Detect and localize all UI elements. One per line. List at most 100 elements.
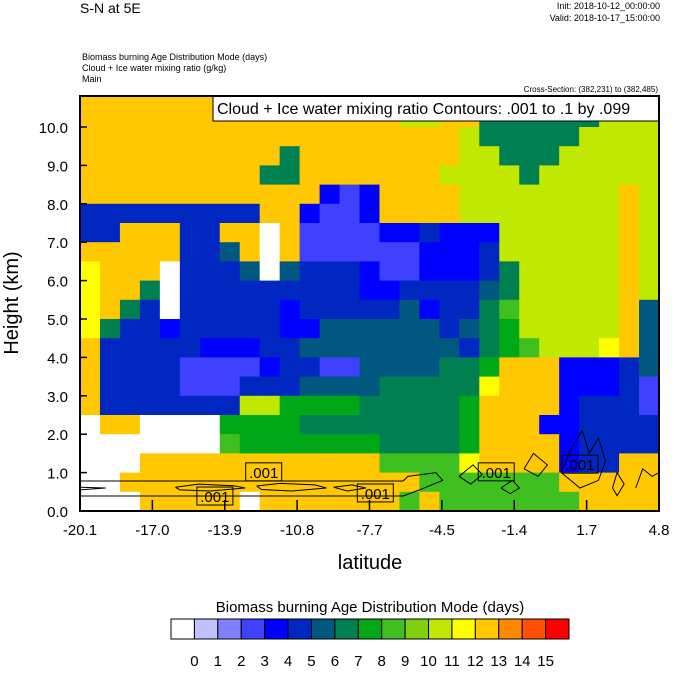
heatmap-cell (119, 338, 141, 358)
heatmap-cell (99, 242, 121, 262)
heatmap-cell (639, 146, 659, 166)
heatmap-cell (559, 319, 580, 339)
heatmap-cell (499, 184, 520, 205)
heatmap-cell (199, 165, 221, 186)
heatmap-cell (159, 242, 181, 262)
heatmap-cell (459, 338, 480, 358)
heatmap-cell (99, 376, 121, 397)
heatmap-cell (139, 472, 161, 493)
heatmap-cell (619, 184, 640, 205)
heatmap-cell (199, 491, 221, 511)
heatmap-cell (199, 184, 221, 205)
y-tick-label: 6.0 (47, 274, 68, 291)
colorbar: 0 1 2 3 4 5 6 7 8 9 10 11 12 13 14 15 (170, 618, 570, 670)
contour-legend-text: Cloud + Ice water mixing ratio Contours:… (217, 101, 630, 118)
heatmap-cell (359, 223, 381, 243)
heatmap-cell (479, 223, 500, 243)
heatmap-cell (619, 357, 640, 378)
heatmap-cell (139, 223, 161, 243)
heatmap-cell (539, 491, 560, 511)
heatmap-cell (539, 299, 560, 320)
heatmap-cell (579, 395, 600, 416)
heatmap-cell (339, 146, 361, 166)
heatmap-cell (639, 453, 659, 474)
heatmap-cell (619, 472, 640, 493)
heatmap-cell (579, 146, 600, 166)
heatmap-cell (159, 357, 181, 378)
heatmap-cell (219, 165, 241, 186)
heatmap-cell (599, 376, 620, 397)
contour-line (635, 467, 659, 489)
heatmap-cell (219, 261, 241, 282)
heatmap-cell (619, 453, 640, 474)
heatmap-cell (99, 415, 121, 435)
heatmap-cell (219, 357, 241, 378)
heatmap-cell (139, 127, 161, 147)
heatmap-cell (379, 357, 401, 378)
heatmap-cell (599, 223, 620, 243)
heatmap-cell (139, 376, 161, 397)
heatmap-cell (80, 338, 101, 358)
heatmap-cell (599, 127, 620, 147)
heatmap-cell (379, 242, 401, 262)
heatmap-cell (80, 146, 101, 166)
heatmap-cell (559, 203, 580, 224)
heatmap-cell (319, 491, 341, 511)
heatmap-cell (299, 472, 321, 493)
y-tick-label: 2.0 (47, 427, 68, 444)
heatmap-cell (619, 299, 640, 320)
heatmap-cell (339, 203, 361, 224)
heatmap-cell (179, 434, 201, 454)
heatmap-cell (219, 242, 241, 262)
heatmap-cell (399, 319, 421, 339)
heatmap-cell (539, 184, 560, 205)
x-axis-label: latitude (338, 552, 403, 574)
heatmap-cell (139, 165, 161, 186)
heatmap-cell (519, 434, 540, 454)
heatmap-cell (619, 491, 640, 511)
heatmap-cell (119, 184, 141, 205)
heatmap-cell (379, 299, 401, 320)
heatmap-cell (319, 376, 341, 397)
heatmap-cell (559, 165, 580, 186)
heatmap-cell (139, 338, 161, 358)
heatmap-cell (519, 299, 540, 320)
heatmap-cell (459, 357, 480, 378)
heatmap-cell (199, 415, 221, 435)
heatmap-cell (299, 299, 321, 320)
heatmap-cell (559, 242, 580, 262)
heatmap-cell (139, 395, 161, 416)
colorbar-swatch (334, 618, 359, 640)
contour-label-box (245, 462, 283, 482)
heatmap-cell (279, 434, 301, 454)
heatmap-cell (239, 223, 261, 243)
heatmap-cell (459, 127, 480, 147)
heatmap-cell (239, 242, 261, 262)
heatmap-cell (219, 338, 241, 358)
heatmap-cell (379, 261, 401, 282)
heatmap-cell (319, 261, 341, 282)
heatmap-cell (479, 280, 500, 301)
contour-label: .001 (565, 457, 594, 474)
heatmap-cell (339, 319, 361, 339)
contour-label: .001 (200, 489, 229, 506)
heatmap-cell (439, 415, 460, 435)
heatmap-cell (439, 280, 460, 301)
heatmap-cell (199, 127, 221, 147)
heatmap-cell (319, 146, 341, 166)
heatmap-cell (559, 415, 580, 435)
heatmap-cell (259, 223, 281, 243)
heatmap-cell (499, 242, 520, 262)
heatmap-cell (99, 127, 121, 147)
axes: 0.0 1.0 2.0 3.0 4.0 5.0 6.0 7.0 8.0 9.0 10.0 -20.1 -… (39, 120, 670, 539)
heatmap-cell (379, 146, 401, 166)
heatmap-cell (599, 242, 620, 262)
heatmap-cell (119, 203, 141, 224)
heatmap-cell (539, 146, 560, 166)
heatmap-cell (279, 376, 301, 397)
heatmap-cell (339, 415, 361, 435)
heatmap-cell (219, 434, 241, 454)
heatmap-cell (259, 127, 281, 147)
heatmap-cell (639, 376, 659, 397)
heatmap-cell (80, 415, 101, 435)
